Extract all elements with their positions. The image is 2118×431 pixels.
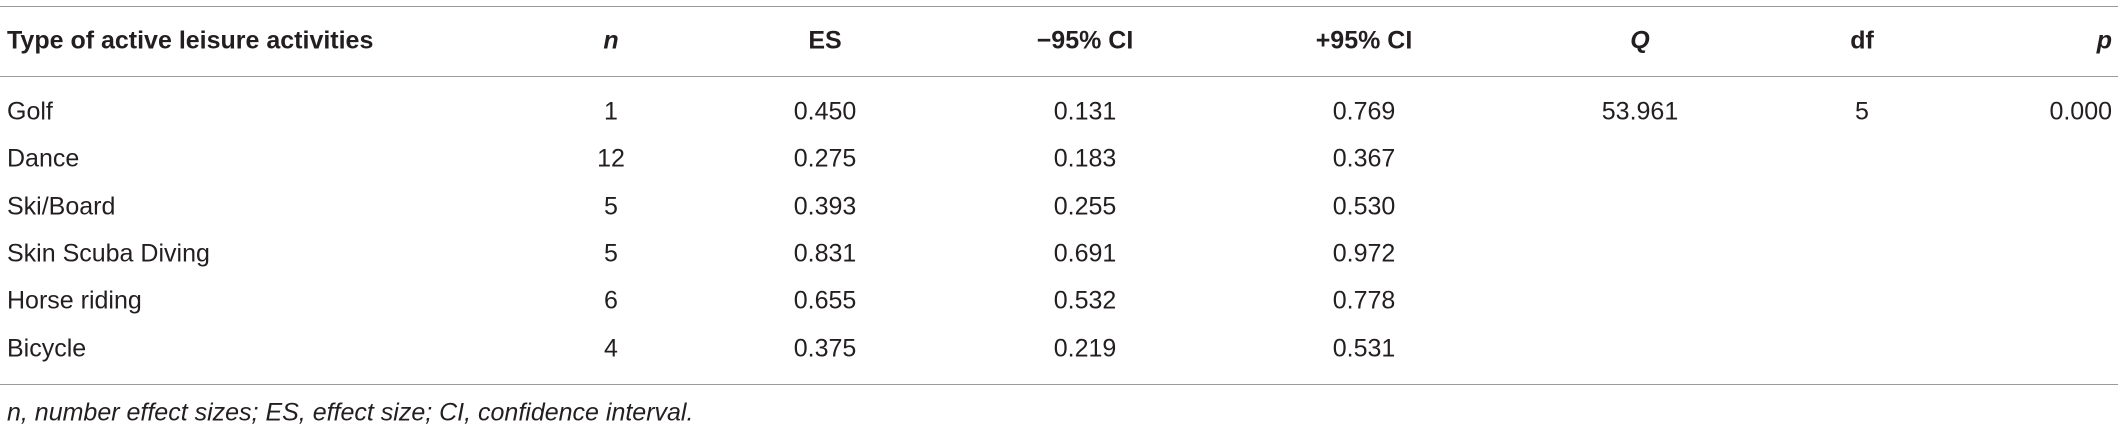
table-cell: 0.000	[2049, 97, 2112, 126]
table-cell: 12	[597, 144, 625, 173]
row-label: Dance	[7, 144, 80, 173]
column-header: n	[603, 26, 619, 55]
row-label: Bicycle	[7, 334, 87, 362]
table-cell: 0.219	[1053, 334, 1117, 362]
column-header: +95% CI	[1315, 26, 1413, 55]
table-cell: 5	[604, 192, 618, 221]
table-cell: 0.450	[793, 97, 857, 126]
column-header: −95% CI	[1036, 26, 1134, 55]
table-cell: 0.532	[1053, 286, 1117, 315]
table-cell: 4	[604, 334, 618, 362]
table-cell: 0.393	[793, 192, 857, 221]
table-cell: 0.655	[793, 286, 857, 315]
row-label: Golf	[7, 97, 53, 126]
table-cell: 6	[604, 286, 618, 315]
row-label: Horse riding	[7, 286, 142, 315]
bottom-rule	[0, 384, 2118, 385]
table-cell: 0.769	[1332, 97, 1396, 126]
column-header: ES	[808, 26, 842, 55]
table-cell: 0.131	[1053, 97, 1117, 126]
column-header: df	[1850, 26, 1874, 55]
column-header: Type of active leisure activities	[7, 26, 374, 55]
table-cell: 0.778	[1332, 286, 1396, 315]
table-cell: 0.530	[1332, 192, 1396, 221]
table-cell: 0.375	[793, 334, 857, 362]
table-cell: 0.367	[1332, 144, 1396, 173]
table-cell: 0.831	[793, 239, 857, 268]
table-cell: 5	[1855, 97, 1869, 126]
table-cell: 0.183	[1053, 144, 1117, 173]
row-label: Skin Scuba Diving	[7, 239, 210, 268]
table-cell: 0.275	[793, 144, 857, 173]
column-header: p	[2096, 26, 2112, 55]
column-header: Q	[1630, 26, 1650, 55]
header-rule	[0, 76, 2118, 77]
table-cell: 0.972	[1332, 239, 1396, 268]
table-cell: 5	[604, 239, 618, 268]
top-rule	[0, 6, 2118, 7]
table-cell: 0.691	[1053, 239, 1117, 268]
table-cell: 1	[604, 97, 618, 126]
table-cell: 0.531	[1332, 334, 1396, 362]
table-cell: 0.255	[1053, 192, 1117, 221]
row-label: Ski/Board	[7, 192, 116, 221]
table-footnote: n, number effect sizes; ES, effect size;…	[7, 398, 694, 427]
table-cell: 53.961	[1601, 97, 1679, 126]
